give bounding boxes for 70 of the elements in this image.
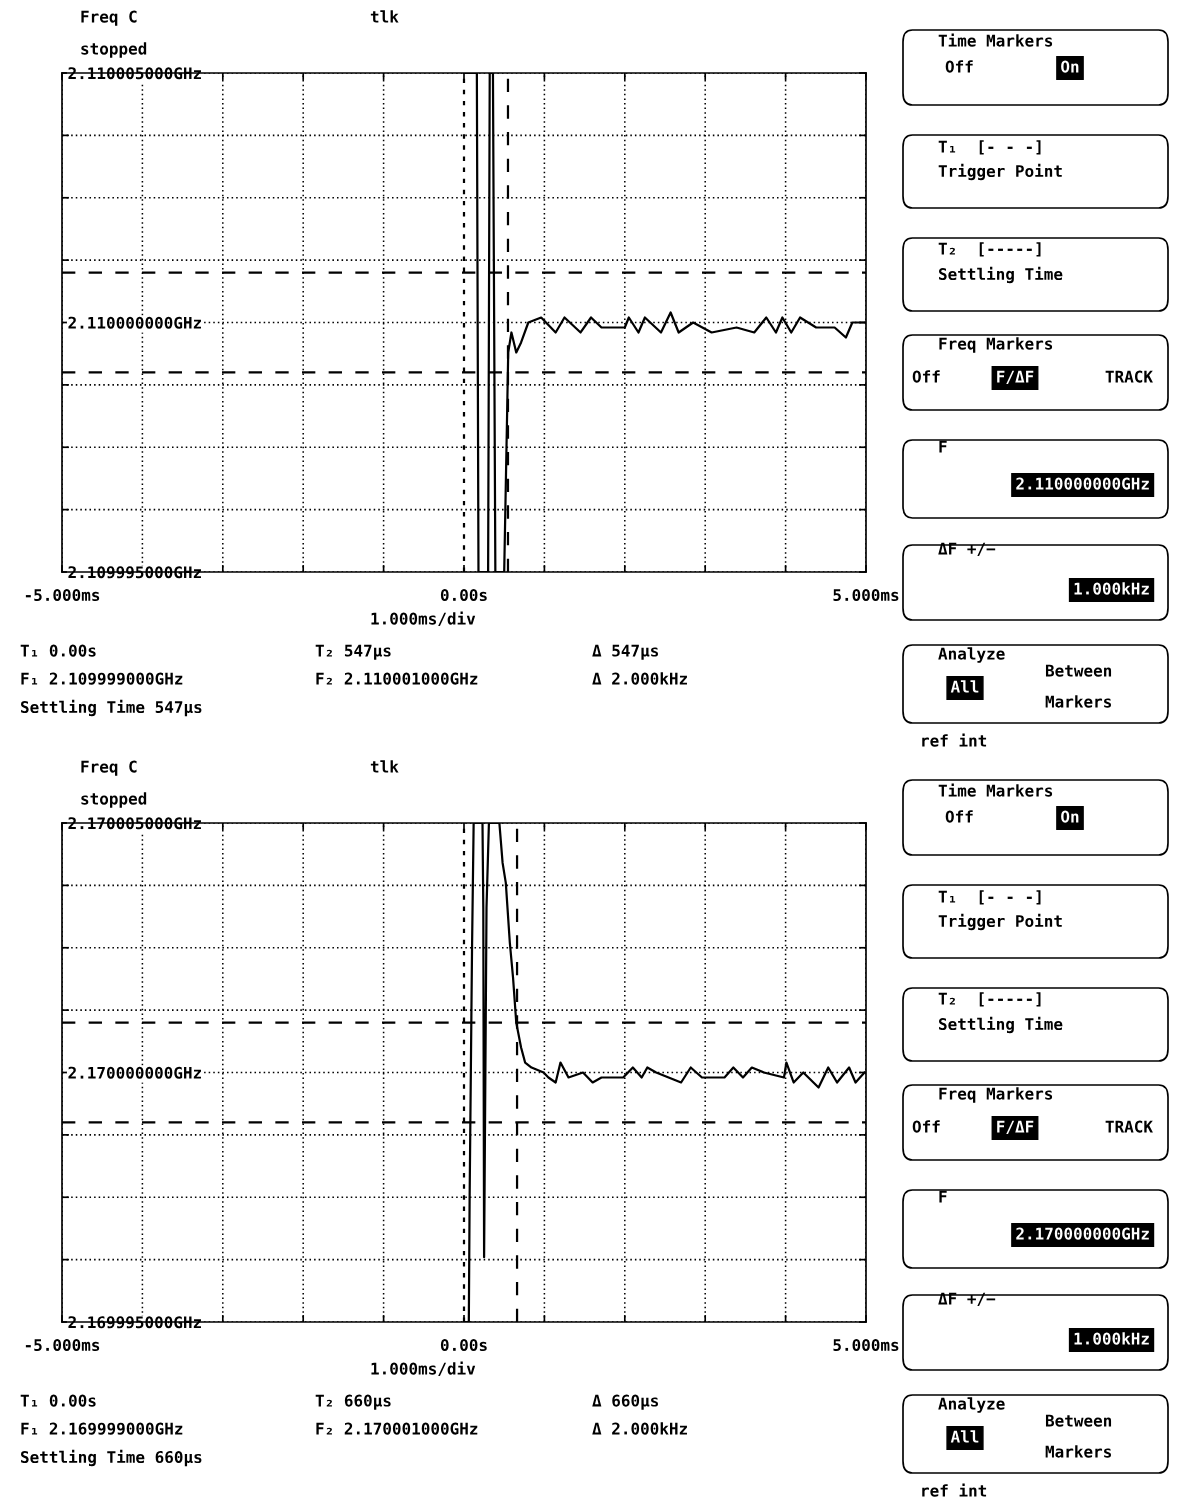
text: Off (912, 1120, 940, 1133)
text: Freq C (81, 10, 137, 26)
text: F₂ 2.170001000GHz (316, 1422, 478, 1435)
text: T₂ 547μs (315, 644, 391, 660)
x-tick-label: 5.000ms (833, 1338, 899, 1352)
text: 1.000kHz (1074, 1332, 1149, 1345)
text: 2.170000000GHz (1016, 1227, 1149, 1240)
text: F (939, 440, 947, 453)
text: Freq Markers (939, 1087, 1053, 1103)
text: Settling Time 547μs (21, 699, 202, 717)
text: Freq Markers (939, 337, 1053, 353)
text: ref int (922, 1483, 987, 1497)
text: All (950, 1430, 979, 1443)
text: F (939, 1190, 947, 1203)
text: Δ 660μs (592, 1394, 659, 1410)
y-tick-label: 2.110000000GHz (68, 316, 201, 329)
text: Between (1045, 1414, 1112, 1427)
y-tick-label: 2.170000000GHz (68, 1066, 201, 1079)
text: Time Markers (938, 783, 1053, 797)
text: F₂ 2.110001000GHz (316, 672, 478, 685)
x-tick-label: 5.000ms (833, 588, 899, 602)
text: T₁ [- - -] (938, 890, 1041, 905)
text: Trigger Point (938, 163, 1062, 181)
text: On (1061, 60, 1079, 73)
text: Settling Time (939, 1016, 1063, 1034)
text: TRACK (1105, 1120, 1153, 1133)
text: Off (945, 810, 973, 823)
x-tick-label: -5.000ms (25, 588, 100, 602)
text: Analyze (938, 647, 1005, 663)
text: T₁ 0.00s (20, 644, 96, 657)
x-tick-label: 0.00s (440, 1338, 487, 1352)
text: Off (912, 370, 940, 383)
text: 2.110000000GHz (1016, 477, 1149, 490)
text: 1.000ms/div (371, 1361, 476, 1376)
text: Δ 547μs (592, 644, 659, 660)
text: tlk (370, 10, 399, 23)
text: Markers (1045, 695, 1112, 708)
text: stopped (81, 42, 147, 58)
text: T₁ [- - -] (938, 140, 1041, 155)
text: Off (945, 60, 973, 73)
text: F₁ 2.109999000GHz (21, 672, 183, 685)
text: Analyze (938, 1397, 1005, 1413)
text: Δ 2.000kHz (592, 672, 687, 685)
text: All (950, 680, 979, 693)
text: ΔF +/− (938, 542, 996, 556)
text: Δ 2.000kHz (592, 1422, 687, 1435)
text: ΔF +/− (938, 1292, 996, 1306)
text: TRACK (1105, 370, 1153, 383)
text: 1.000ms/div (371, 611, 476, 626)
text: tlk (370, 760, 399, 773)
text: Markers (1045, 1445, 1112, 1458)
text: On (1061, 810, 1079, 823)
text: Trigger Point (938, 913, 1062, 931)
text: Settling Time 660μs (21, 1449, 202, 1467)
x-tick-label: -5.000ms (25, 1338, 100, 1352)
text: Freq C (81, 760, 137, 776)
text: F/ΔF (997, 1120, 1034, 1134)
text: Settling Time (939, 266, 1063, 284)
text: T₂ 660μs (315, 1394, 391, 1410)
text: T₂ [-----] (938, 242, 1041, 257)
text: T₂ [-----] (938, 992, 1041, 1007)
text: F/ΔF (997, 370, 1034, 384)
text: F₁ 2.169999000GHz (21, 1422, 183, 1435)
x-tick-label: 0.00s (440, 588, 487, 602)
text: Between (1045, 664, 1112, 677)
text: T₁ 0.00s (20, 1394, 96, 1407)
text: stopped (81, 792, 147, 808)
text: 1.000kHz (1074, 582, 1149, 595)
text: Time Markers (938, 33, 1053, 47)
text: ref int (922, 733, 987, 747)
